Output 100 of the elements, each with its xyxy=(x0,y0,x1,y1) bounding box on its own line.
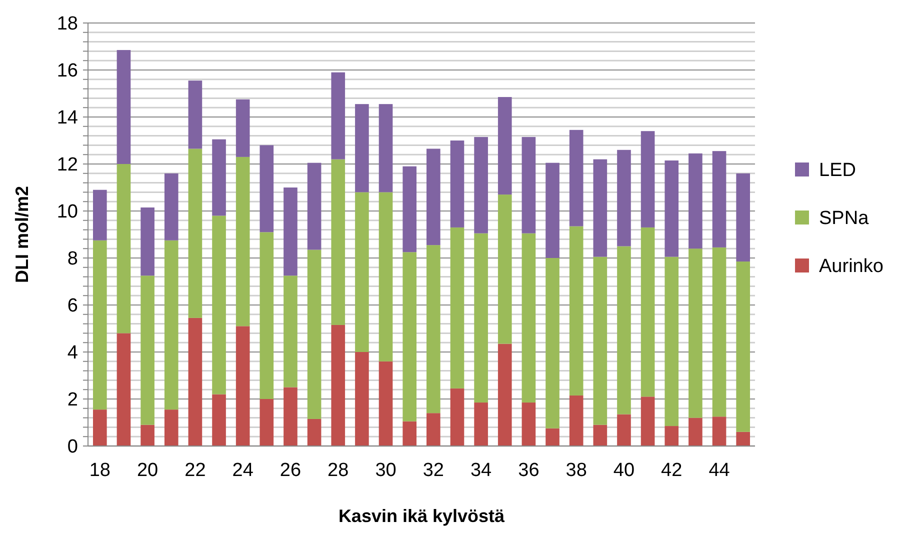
bar xyxy=(426,245,440,414)
y-tick-label: 18 xyxy=(56,14,78,35)
bar xyxy=(640,396,655,446)
bar xyxy=(212,394,226,446)
bar xyxy=(260,232,274,399)
bar xyxy=(212,216,226,394)
x-tick-label: 42 xyxy=(661,460,682,481)
y-tick-label: 0 xyxy=(67,436,78,458)
bar xyxy=(378,361,393,446)
bar xyxy=(474,136,488,234)
bar xyxy=(546,428,560,446)
bar xyxy=(188,318,202,446)
x-tick-label: 24 xyxy=(232,460,254,481)
bar xyxy=(522,233,536,403)
legend-label: Aurinko xyxy=(819,256,884,278)
bar xyxy=(426,413,440,446)
bar xyxy=(236,326,250,446)
bar xyxy=(307,250,322,419)
bar xyxy=(378,104,393,192)
bar xyxy=(640,227,655,397)
bar xyxy=(450,140,464,228)
x-tick-label: 28 xyxy=(328,460,349,481)
bar xyxy=(164,240,178,410)
bar xyxy=(331,324,346,446)
x-tick-label: 36 xyxy=(518,460,540,481)
bar xyxy=(569,395,584,446)
bar xyxy=(522,136,536,234)
bar xyxy=(116,50,131,164)
bar xyxy=(284,188,298,276)
bar xyxy=(712,151,726,248)
bar xyxy=(402,252,416,422)
legend-label: LED xyxy=(819,160,856,182)
bar xyxy=(712,416,726,446)
x-tick-label: 34 xyxy=(470,460,492,481)
bar xyxy=(593,159,608,257)
bar xyxy=(116,164,131,334)
bar xyxy=(736,173,750,262)
bar xyxy=(450,227,464,388)
bar xyxy=(331,159,346,325)
bar xyxy=(569,130,584,226)
y-tick-label: 8 xyxy=(67,248,78,270)
y-tick-label: 10 xyxy=(56,202,78,223)
bar xyxy=(498,97,512,195)
bar xyxy=(116,333,131,446)
x-tick-label: 32 xyxy=(422,460,444,481)
bar xyxy=(474,402,488,446)
bar xyxy=(546,258,560,428)
bar xyxy=(355,352,369,446)
bar xyxy=(522,402,536,446)
y-tick-label: 14 xyxy=(56,108,78,129)
x-tick-label: 18 xyxy=(89,460,110,481)
bar xyxy=(640,131,655,228)
x-tick-label: 44 xyxy=(708,460,730,481)
bar xyxy=(307,418,322,446)
bar xyxy=(188,148,202,318)
bar xyxy=(688,418,702,446)
bar xyxy=(688,248,702,418)
bar xyxy=(664,160,679,257)
x-tick-label: 22 xyxy=(184,460,206,481)
bar xyxy=(426,148,440,246)
bar xyxy=(688,153,702,249)
bar xyxy=(331,72,346,160)
bar xyxy=(498,194,512,344)
bar xyxy=(212,139,226,216)
y-tick-label: 4 xyxy=(67,342,78,364)
bar xyxy=(402,421,416,446)
bar xyxy=(355,104,369,192)
bar xyxy=(236,156,250,326)
y-tick-label: 6 xyxy=(67,296,78,317)
bar xyxy=(378,192,393,362)
bar xyxy=(93,410,107,446)
bar xyxy=(736,262,750,432)
x-axis-title: Kasvin ikä kylvöstä xyxy=(338,506,506,526)
bar xyxy=(164,410,178,446)
bar xyxy=(474,233,488,403)
bar xyxy=(284,387,298,446)
bar xyxy=(93,190,107,240)
bar xyxy=(260,399,274,446)
bar xyxy=(307,162,322,250)
bar xyxy=(498,344,512,446)
bar xyxy=(140,276,154,425)
bar xyxy=(617,414,631,446)
bar xyxy=(712,247,726,417)
bar xyxy=(569,226,584,396)
bar xyxy=(546,162,560,258)
bar xyxy=(260,145,274,232)
x-tick-label: 40 xyxy=(613,460,635,481)
bar xyxy=(188,80,202,149)
bar xyxy=(736,432,750,446)
x-tick-label: 38 xyxy=(566,460,587,481)
x-tick-label: 26 xyxy=(280,460,302,481)
bar xyxy=(617,246,631,414)
bar xyxy=(284,276,298,388)
bar xyxy=(593,256,608,425)
bar xyxy=(93,240,107,410)
bar xyxy=(450,388,464,446)
legend-label: SPNa xyxy=(819,208,870,230)
bar xyxy=(664,426,679,446)
bar xyxy=(664,256,679,426)
x-tick-label: 30 xyxy=(375,460,396,481)
